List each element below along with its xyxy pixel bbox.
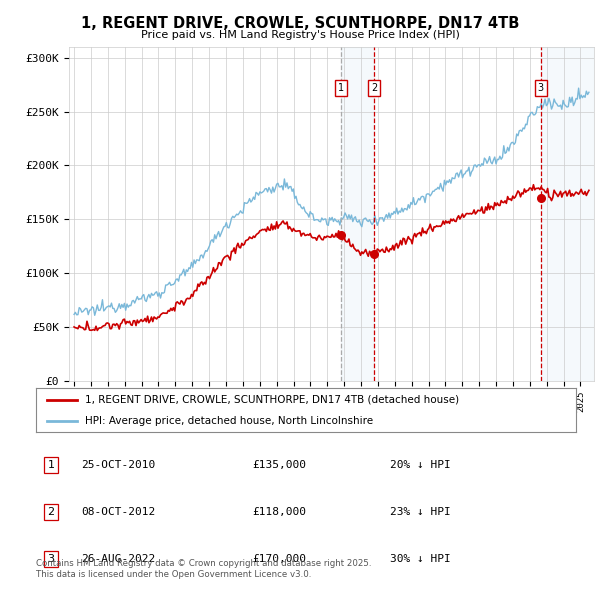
Bar	[541, 47, 594, 381]
Text: 26-AUG-2022: 26-AUG-2022	[81, 555, 155, 564]
Text: 2: 2	[371, 83, 377, 93]
Text: 1: 1	[47, 460, 55, 470]
Text: 2: 2	[47, 507, 55, 517]
Text: 1, REGENT DRIVE, CROWLE, SCUNTHORPE, DN17 4TB: 1, REGENT DRIVE, CROWLE, SCUNTHORPE, DN1…	[81, 16, 519, 31]
Text: 08-OCT-2012: 08-OCT-2012	[81, 507, 155, 517]
Text: 3: 3	[538, 83, 544, 93]
Text: 30% ↓ HPI: 30% ↓ HPI	[390, 555, 451, 564]
Text: 25-OCT-2010: 25-OCT-2010	[81, 460, 155, 470]
Text: 3: 3	[47, 555, 55, 564]
Text: 1: 1	[338, 83, 344, 93]
Text: HPI: Average price, detached house, North Lincolnshire: HPI: Average price, detached house, Nort…	[85, 416, 373, 426]
Text: £118,000: £118,000	[252, 507, 306, 517]
Text: £135,000: £135,000	[252, 460, 306, 470]
Text: 20% ↓ HPI: 20% ↓ HPI	[390, 460, 451, 470]
Text: Price paid vs. HM Land Registry's House Price Index (HPI): Price paid vs. HM Land Registry's House …	[140, 30, 460, 40]
Text: Contains HM Land Registry data © Crown copyright and database right 2025.
This d: Contains HM Land Registry data © Crown c…	[36, 559, 371, 579]
Bar	[341, 47, 374, 381]
Text: £170,000: £170,000	[252, 555, 306, 564]
Text: 1, REGENT DRIVE, CROWLE, SCUNTHORPE, DN17 4TB (detached house): 1, REGENT DRIVE, CROWLE, SCUNTHORPE, DN1…	[85, 395, 459, 405]
Text: 23% ↓ HPI: 23% ↓ HPI	[390, 507, 451, 517]
